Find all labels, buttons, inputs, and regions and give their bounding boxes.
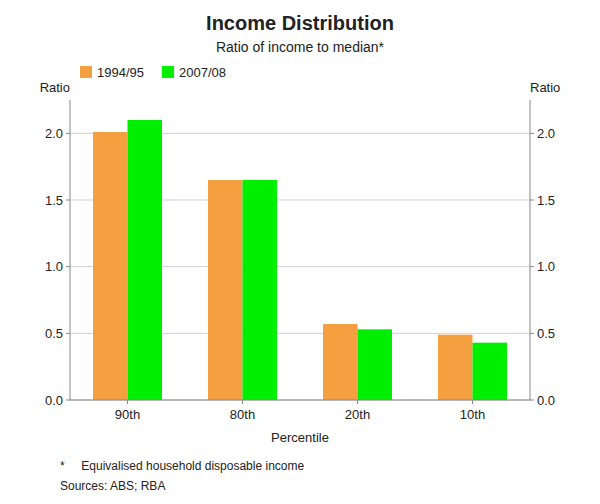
- legend-swatch: [80, 66, 92, 78]
- y2-tick: [530, 400, 534, 401]
- x-axis-label: Percentile: [271, 430, 329, 445]
- x-tick-label: 20th: [345, 407, 370, 422]
- chart-container: Income Distribution Ratio of income to me…: [0, 0, 600, 504]
- legend-item: 1994/95: [80, 65, 144, 80]
- y-tick-label: 0.0: [45, 393, 63, 408]
- y-axis-line: [70, 100, 71, 400]
- y2-tick-label: 1.5: [537, 193, 555, 208]
- legend: 1994/95 2007/08: [80, 65, 226, 80]
- legend-label: 1994/95: [97, 65, 144, 80]
- x-tick-label: 10th: [460, 407, 485, 422]
- y2-tick: [530, 200, 534, 201]
- legend-label: 2007/08: [179, 65, 226, 80]
- y-tick: [66, 333, 70, 334]
- x-tick: [242, 400, 243, 404]
- footnote: Sources: ABS; RBA: [60, 479, 165, 493]
- y2-tick-label: 1.0: [537, 259, 555, 274]
- y2-tick: [530, 266, 534, 267]
- bar: [128, 120, 163, 400]
- x-axis-line: [70, 400, 530, 401]
- y2-tick: [530, 133, 534, 134]
- x-tick: [357, 400, 358, 404]
- y2-tick-label: 0.0: [537, 393, 555, 408]
- y2-tick-label: 0.5: [537, 326, 555, 341]
- bar: [208, 180, 243, 400]
- y2-tick: [530, 333, 534, 334]
- y-axis-label: Ratio: [40, 80, 70, 95]
- grid-line: [70, 400, 530, 401]
- bar: [358, 329, 393, 400]
- subtitle: Ratio of income to median*: [216, 39, 385, 55]
- legend-item: 2007/08: [162, 65, 226, 80]
- y-tick-label: 1.0: [45, 259, 63, 274]
- footnote: * Equivalised household disposable incom…: [60, 459, 304, 473]
- chart: Income Distribution Ratio of income to me…: [0, 0, 600, 504]
- y-tick-label: 1.5: [45, 193, 63, 208]
- y-tick: [66, 266, 70, 267]
- y-tick: [66, 133, 70, 134]
- y-tick-label: 0.5: [45, 326, 63, 341]
- legend-swatch: [162, 66, 174, 78]
- bar: [438, 335, 473, 400]
- bar: [93, 132, 128, 400]
- x-tick: [472, 400, 473, 404]
- bar: [323, 324, 358, 400]
- bars: [93, 120, 507, 400]
- x-tick-label: 90th: [115, 407, 140, 422]
- y-tick-label: 2.0: [45, 126, 63, 141]
- bar: [473, 343, 508, 400]
- y-tick: [66, 200, 70, 201]
- bar: [243, 180, 278, 400]
- x-tick-label: 80th: [230, 407, 255, 422]
- y2-axis-line: [530, 100, 531, 400]
- title: Income Distribution: [206, 12, 394, 34]
- y2-tick-label: 2.0: [537, 126, 555, 141]
- y2-axis-label: Ratio: [530, 80, 560, 95]
- x-tick: [127, 400, 128, 404]
- y-tick: [66, 400, 70, 401]
